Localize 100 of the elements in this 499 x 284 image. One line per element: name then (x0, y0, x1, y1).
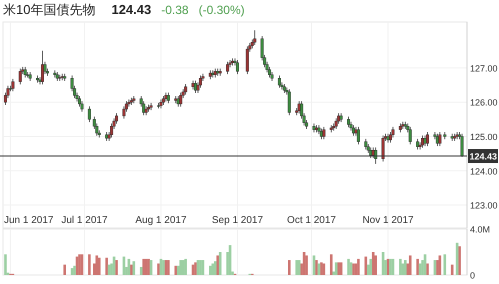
y-tick-label: 4.0M (470, 224, 490, 234)
candlestick (253, 30, 256, 46)
bar (418, 264, 422, 275)
x-tick-label: Nov 1 2017 (362, 215, 414, 226)
bar (318, 264, 320, 275)
bar (399, 258, 402, 275)
candlestick (184, 84, 188, 96)
bar (150, 260, 152, 275)
bar (108, 264, 110, 275)
bar (228, 245, 232, 275)
y-tick-label: 126.00 (470, 98, 498, 108)
bar (298, 260, 300, 275)
candlestick (278, 75, 281, 88)
bar (438, 255, 442, 275)
bar (382, 252, 384, 275)
bar (214, 261, 217, 275)
bar (105, 258, 108, 275)
bar (73, 266, 76, 275)
x-tick-label: Aug 1 2017 (135, 215, 187, 226)
ref-line-label: 124.43 (470, 152, 498, 162)
bar (132, 261, 136, 275)
bar (80, 254, 84, 275)
bar (194, 262, 197, 275)
bar (364, 256, 368, 275)
bar (443, 254, 446, 275)
x-tick-label: Oct 1 2017 (287, 215, 336, 226)
chart-title: 米10年国債先物 (3, 2, 96, 17)
bar (98, 258, 101, 275)
bar (202, 260, 204, 275)
x-tick-label: Jun 1 2017 (4, 215, 54, 226)
bar (295, 260, 298, 275)
candlestick (246, 46, 249, 74)
bar (4, 254, 7, 275)
candlestick (352, 124, 355, 136)
bar (218, 252, 222, 275)
bar (140, 266, 143, 275)
y-tick-label: 125.00 (470, 132, 498, 142)
x-tick-label: Sep 1 2017 (212, 215, 264, 226)
bar (216, 255, 220, 275)
bar (340, 262, 342, 275)
x-tick-label: Jul 1 2017 (61, 215, 108, 226)
candlestick (179, 92, 182, 108)
bar (128, 258, 130, 275)
bar (408, 255, 412, 275)
candlestick (288, 88, 291, 116)
bar (167, 260, 170, 275)
candlestick (236, 60, 239, 74)
bar (426, 264, 429, 275)
bar (330, 254, 333, 275)
bar (434, 260, 436, 275)
bar (88, 254, 91, 275)
bar (196, 260, 200, 275)
bar (404, 260, 407, 275)
bar (450, 264, 454, 275)
bar (347, 258, 350, 275)
bar (162, 260, 165, 275)
y-tick-label: 0 (470, 270, 476, 280)
bar (179, 260, 182, 275)
bar (305, 255, 308, 275)
candlestick (364, 138, 368, 150)
bar (160, 258, 162, 275)
bar (322, 264, 326, 275)
bar (63, 264, 66, 275)
y-tick-label: 127.00 (470, 63, 498, 74)
bar (142, 258, 145, 275)
bar (112, 256, 116, 275)
y-tick-label: 123.00 (470, 200, 498, 211)
bar (147, 258, 150, 275)
candlestick (347, 116, 350, 128)
candlestick (194, 80, 198, 94)
bar (184, 258, 187, 275)
candlestick (426, 132, 430, 146)
bar (334, 262, 338, 275)
bar (458, 246, 461, 275)
bar (288, 260, 291, 275)
y-tick-label: 124.00 (470, 166, 498, 176)
bar (372, 252, 375, 275)
bar (374, 255, 377, 275)
candlestick (226, 61, 230, 74)
text: -0.38 (161, 3, 189, 17)
bar (389, 258, 392, 275)
bar (209, 266, 212, 275)
bar (115, 260, 118, 275)
bar (70, 268, 74, 275)
bar (416, 258, 419, 275)
bar (357, 258, 360, 275)
candlestick (408, 126, 412, 145)
bar (369, 258, 372, 275)
bar (302, 252, 306, 275)
bar (211, 264, 214, 275)
bar (157, 264, 160, 275)
bar (424, 254, 426, 275)
bar (122, 256, 126, 275)
bar (456, 242, 458, 275)
text: (-0.30%) (198, 3, 245, 17)
bar (392, 258, 394, 275)
text: 124.43 (111, 2, 152, 17)
bar (174, 266, 178, 275)
bar (130, 264, 133, 275)
bar (164, 260, 168, 275)
